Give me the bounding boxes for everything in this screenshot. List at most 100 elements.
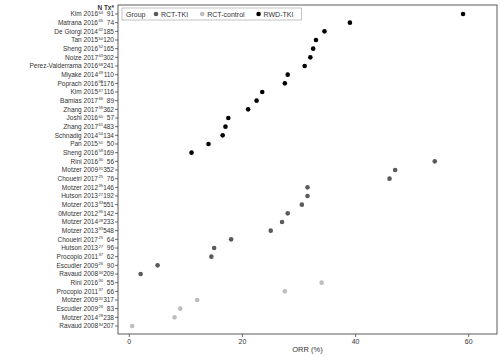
legend-label: RWD-TKI: [264, 11, 294, 18]
y-tick: [115, 256, 118, 257]
point: [138, 272, 143, 277]
y-tick: [115, 83, 118, 84]
n-label: 50: [107, 140, 115, 147]
points: [130, 12, 466, 329]
y-tick: [115, 291, 118, 292]
point: [280, 220, 285, 225]
legend-label: RCT-control: [207, 11, 245, 18]
point: [432, 159, 437, 164]
ref-label: 26: [99, 261, 104, 266]
category-label: Hutson 2013: [61, 244, 98, 251]
category-label: Rini 2016: [71, 279, 99, 286]
x-tick: [468, 334, 469, 337]
y-tick: [115, 274, 118, 275]
y-tick: [115, 161, 118, 162]
point: [189, 150, 194, 155]
ref-label: 27: [99, 244, 104, 249]
point: [283, 289, 288, 294]
y-tick: [115, 248, 118, 249]
n-label: 83: [107, 305, 115, 312]
ref-label: 51: [99, 140, 104, 145]
y-tick: [115, 308, 118, 309]
point: [302, 64, 307, 69]
y-tick: [115, 204, 118, 205]
n-label: 91: [107, 10, 115, 17]
x-tick-label: 0: [127, 338, 131, 345]
point: [393, 168, 398, 173]
n-label: 483: [103, 123, 114, 130]
category-label: Motzer 2009: [62, 296, 99, 303]
n-label: 64: [107, 236, 115, 243]
y-tick: [115, 22, 118, 23]
n-label: 66: [107, 288, 115, 295]
category-label: Hutson 2013: [61, 192, 98, 199]
point: [268, 228, 273, 233]
point: [223, 124, 228, 129]
ref-label: 30: [99, 278, 104, 283]
ref-label: 37: [99, 287, 104, 292]
n-label: 134: [103, 132, 114, 139]
n-label: 192: [103, 192, 114, 199]
point: [254, 98, 259, 103]
category-label: Motzer 2014: [62, 314, 99, 321]
n-label: 90: [107, 262, 115, 269]
n-label: 110: [104, 71, 115, 78]
y-tick: [115, 170, 118, 171]
point: [305, 185, 310, 190]
y-tick: [115, 239, 118, 240]
y-tick: [115, 196, 118, 197]
point: [212, 246, 217, 251]
y-tick: [115, 222, 118, 223]
ref-label: 25: [99, 235, 104, 240]
n-label: 207: [103, 322, 114, 329]
y-tick: [115, 74, 118, 75]
n-label: 209: [103, 270, 114, 277]
ref-label: 26: [99, 304, 104, 309]
legend-label: RCT-TKI: [161, 11, 188, 18]
point: [348, 20, 353, 25]
point: [226, 116, 231, 121]
category-label: Zhang 2017: [63, 106, 98, 114]
n-label: 76: [107, 175, 115, 182]
category-label: Escudier 2009: [56, 305, 98, 312]
category-label: Sheng 2016: [63, 149, 98, 157]
y-tick: [115, 300, 118, 301]
category-label: Procopio 2011: [57, 253, 99, 261]
category-label: 0Motzer 2012: [58, 210, 98, 217]
point: [155, 263, 160, 268]
n-label: 233: [103, 218, 114, 225]
n-label: 142: [103, 210, 114, 217]
category-label: Schnadig 2014: [55, 132, 99, 140]
category-label: Procopio 2011: [57, 288, 99, 296]
n-label: 238: [103, 314, 114, 321]
y-tick: [115, 152, 118, 153]
y-tick: [115, 31, 118, 32]
category-label: Joshi 2016: [67, 114, 99, 121]
point: [178, 306, 183, 311]
point: [461, 12, 466, 17]
x-tick-label: 20: [239, 338, 247, 345]
n-label: 317: [103, 296, 114, 303]
category-label: Motzer 2013: [62, 227, 99, 234]
point: [130, 324, 135, 329]
n-label: 362: [103, 106, 114, 113]
n-label: 56: [107, 158, 115, 165]
n-label: 352: [103, 166, 114, 173]
n-label: 1176: [100, 80, 114, 87]
y-tick: [115, 178, 118, 179]
legend-marker: [200, 12, 205, 17]
y-tick: [115, 40, 118, 41]
y-tick: [115, 230, 118, 231]
n-label: 241: [103, 62, 114, 69]
point: [283, 81, 288, 86]
point: [311, 46, 316, 51]
point: [319, 280, 324, 285]
x-tick: [129, 334, 130, 337]
category-label: Choueiri 2017: [58, 236, 99, 243]
ref-label: 60: [99, 114, 104, 119]
category-label: Escudier 2009: [56, 262, 98, 269]
chart: Kim 20166491Matrana 20166574De Giorgi 20…: [0, 0, 500, 356]
n-label: 96: [107, 244, 115, 251]
point: [260, 90, 265, 95]
y-tick: [115, 317, 118, 318]
